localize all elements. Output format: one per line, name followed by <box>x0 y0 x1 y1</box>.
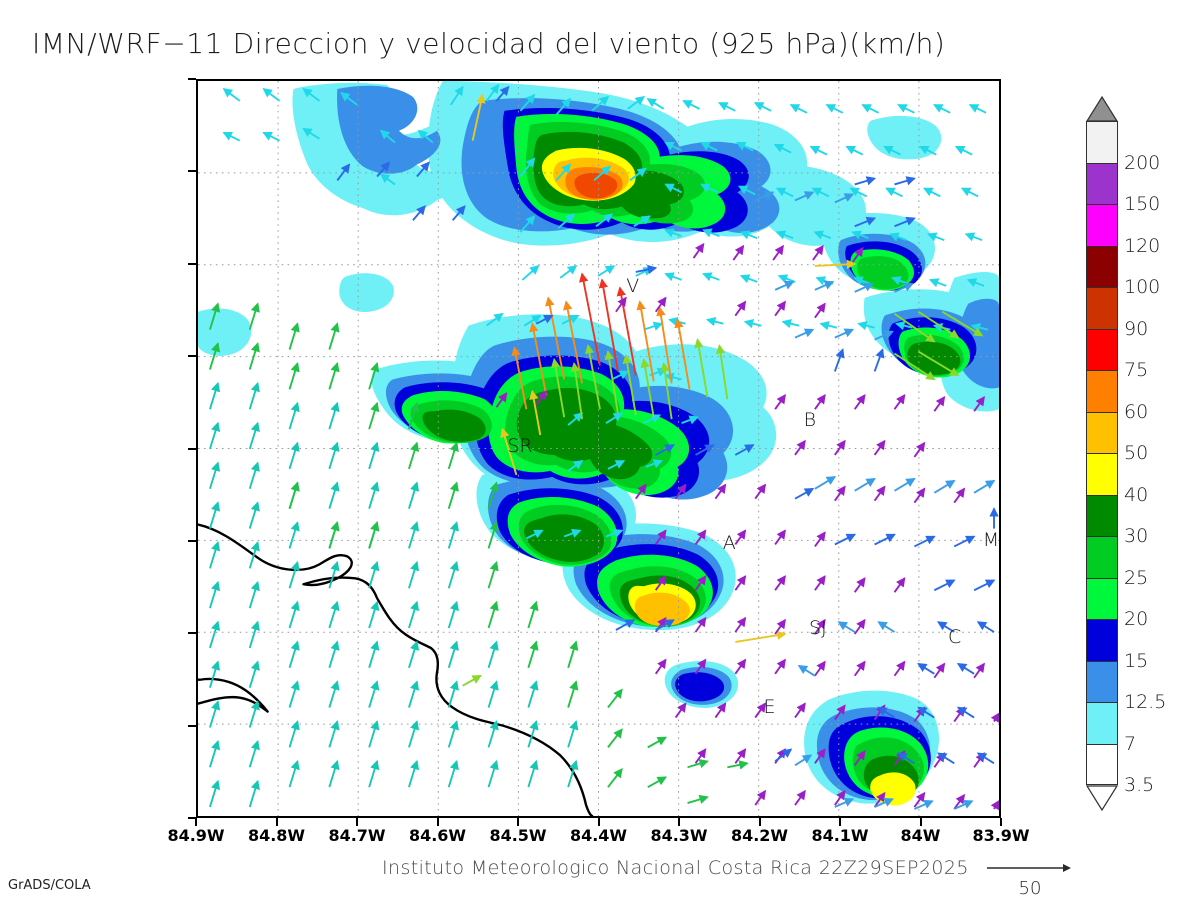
x-axis-tick <box>356 818 358 826</box>
colorbar-bottom-arrow <box>1086 785 1118 811</box>
colorbar-tick-label: 15 <box>1124 649 1149 672</box>
colorbar-tick-label: 200 <box>1124 151 1161 174</box>
colorbar-swatch <box>1086 245 1118 287</box>
colorbar-swatch <box>1086 162 1118 204</box>
x-axis-label: 84.7W <box>328 826 386 845</box>
x-axis-label: 84.2W <box>730 826 789 845</box>
coastline <box>198 523 594 816</box>
y-axis-tick <box>188 447 196 450</box>
x-axis-label: 84.6W <box>408 826 467 845</box>
wind-vectors <box>209 83 999 811</box>
speed-colorbar[interactable]: 200 150 120 100 90 75 60 50 40 30 25 20 15 12.5 7 3.5 <box>1086 96 1198 811</box>
colorbar-swatches <box>1086 121 1118 785</box>
colorbar-swatch <box>1086 702 1118 744</box>
x-axis-label: 84.3W <box>650 826 708 845</box>
colorbar-tick-label: 3.5 <box>1124 774 1155 796</box>
y-axis-tick <box>188 817 196 819</box>
x-axis-label: 84.9W <box>167 826 225 845</box>
x-axis-tick <box>758 818 761 826</box>
x-axis-tick <box>436 818 439 826</box>
x-axis-label: 84.8W <box>247 826 306 845</box>
y-axis-tick <box>188 170 196 173</box>
y-axis-tick <box>188 539 196 542</box>
y-axis-tick <box>188 78 196 80</box>
x-axis-tick <box>195 818 197 826</box>
x-axis-tick <box>597 818 600 826</box>
colorbar-tick-label: 50 <box>1124 442 1149 464</box>
colorbar-tick-label: 40 <box>1124 483 1149 506</box>
footer-institution: Instituto Meteorologico Nacional Costa R… <box>382 857 969 879</box>
x-axis-tick <box>839 818 841 826</box>
y-axis-tick <box>188 355 196 358</box>
colorbar-tick-label: 30 <box>1124 525 1149 547</box>
colorbar-tick-label: 7 <box>1124 732 1137 755</box>
x-axis-tick <box>919 818 922 826</box>
colorbar-swatch <box>1086 287 1118 329</box>
x-axis-label: 84.4W <box>569 826 628 845</box>
y-axis-tick <box>188 632 196 635</box>
colorbar-swatch <box>1086 577 1118 619</box>
colorbar-swatch <box>1086 619 1118 661</box>
x-axis-tick <box>275 818 278 826</box>
colorbar-tick-label: 150 <box>1124 193 1161 215</box>
colorbar-tick-label: 100 <box>1124 276 1161 298</box>
x-axis-label: 83.9W <box>972 826 1030 845</box>
colorbar-swatch <box>1086 453 1118 495</box>
colorbar-top-arrow <box>1086 96 1118 122</box>
colorbar-swatch <box>1086 494 1118 536</box>
colorbar-swatch <box>1086 411 1118 453</box>
colorbar-swatch <box>1086 204 1118 246</box>
grads-credit: GrADS/COLA <box>8 878 91 893</box>
colorbar-tick-label: 120 <box>1124 234 1161 257</box>
colorbar-swatch <box>1086 660 1118 702</box>
reference-vector-label: 50 <box>1018 878 1042 899</box>
colorbar-tick-label: 25 <box>1124 566 1149 589</box>
x-axis-tick <box>1000 818 1002 826</box>
x-axis-tick <box>517 818 519 826</box>
x-axis-label: 84.1W <box>811 826 869 845</box>
colorbar-swatch <box>1086 743 1118 785</box>
colorbar-swatch <box>1086 370 1118 412</box>
map-plot-area[interactable]: V SR B A SJ C E M <box>196 79 1001 818</box>
x-axis-label: 84W <box>900 826 941 845</box>
colorbar-tick-label: 90 <box>1124 317 1149 340</box>
colorbar-tick-label: 75 <box>1124 359 1149 381</box>
y-axis-tick <box>188 262 196 265</box>
colorbar-swatch <box>1086 121 1118 163</box>
x-axis-tick <box>678 818 680 826</box>
colorbar-tick-label: 60 <box>1124 400 1149 423</box>
page-title: IMN/WRF−11 Direccion y velocidad del vie… <box>32 27 946 60</box>
x-axis-label: 84.5W <box>489 826 547 845</box>
colorbar-tick-label: 20 <box>1124 608 1149 630</box>
wind-field-plot <box>198 81 999 816</box>
colorbar-swatch <box>1086 328 1118 370</box>
reference-vector-arrow <box>987 864 1071 872</box>
y-axis-tick <box>188 724 196 727</box>
colorbar-swatch <box>1086 536 1118 578</box>
colorbar-tick-label: 12.5 <box>1124 691 1167 713</box>
